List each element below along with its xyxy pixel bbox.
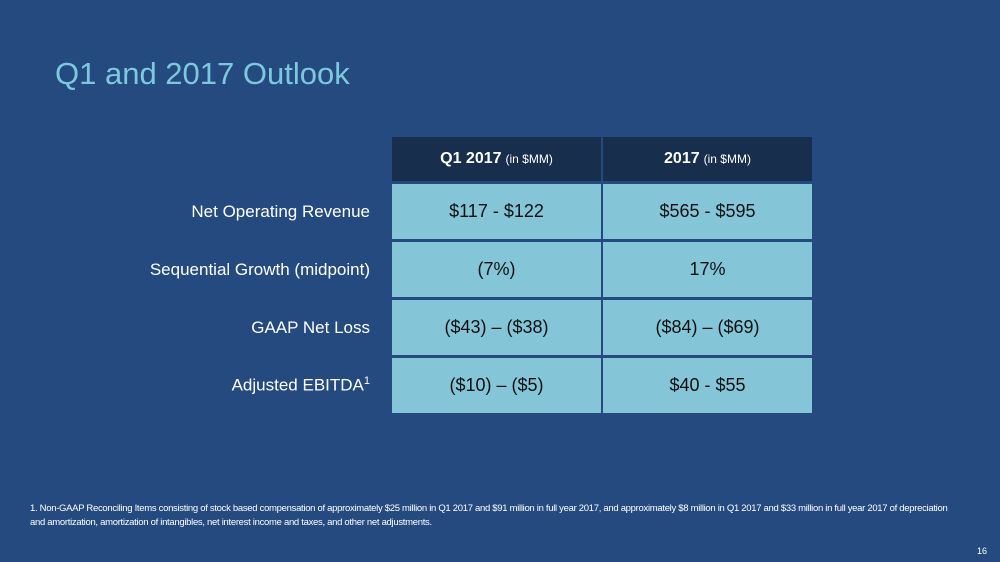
row-label-gaap-net-loss: GAAP Net Loss	[251, 318, 370, 337]
cell-q1-sequential-growth: (7%)	[392, 242, 601, 297]
cell-fy-gaap-net-loss: ($84) – ($69)	[603, 300, 812, 355]
header-unit: (in $MM)	[505, 152, 553, 166]
row-label-sequential-growth: Sequential Growth (midpoint)	[149, 260, 370, 279]
header-unit: (in $MM)	[703, 152, 751, 166]
footnote-marker: 1	[363, 375, 370, 387]
footnote: 1. Non-GAAP Reconciling Items consisting…	[30, 503, 948, 528]
cell-q1-net-operating-revenue: $117 - $122	[392, 184, 601, 239]
header-main: 2017	[664, 150, 700, 167]
page-number: 16	[976, 546, 987, 556]
cell-fy-sequential-growth: 17%	[603, 242, 812, 297]
cell-fy-net-operating-revenue: $565 - $595	[603, 184, 812, 239]
header-main: Q1 2017	[440, 150, 502, 167]
row-label-adjusted-ebitda: Adjusted EBITDA1	[231, 375, 370, 395]
cell-fy-adjusted-ebitda: $40 - $55	[603, 358, 812, 413]
header-q1-2017: Q1 2017 (in $MM)	[392, 137, 601, 181]
row-label-net-operating-revenue: Net Operating Revenue	[191, 202, 370, 221]
slide-title: Q1 and 2017 Outlook	[55, 56, 350, 91]
header-2017: 2017 (in $MM)	[603, 137, 812, 181]
cell-q1-adjusted-ebitda: ($10) – ($5)	[392, 358, 601, 413]
cell-q1-gaap-net-loss: ($43) – ($38)	[392, 300, 601, 355]
